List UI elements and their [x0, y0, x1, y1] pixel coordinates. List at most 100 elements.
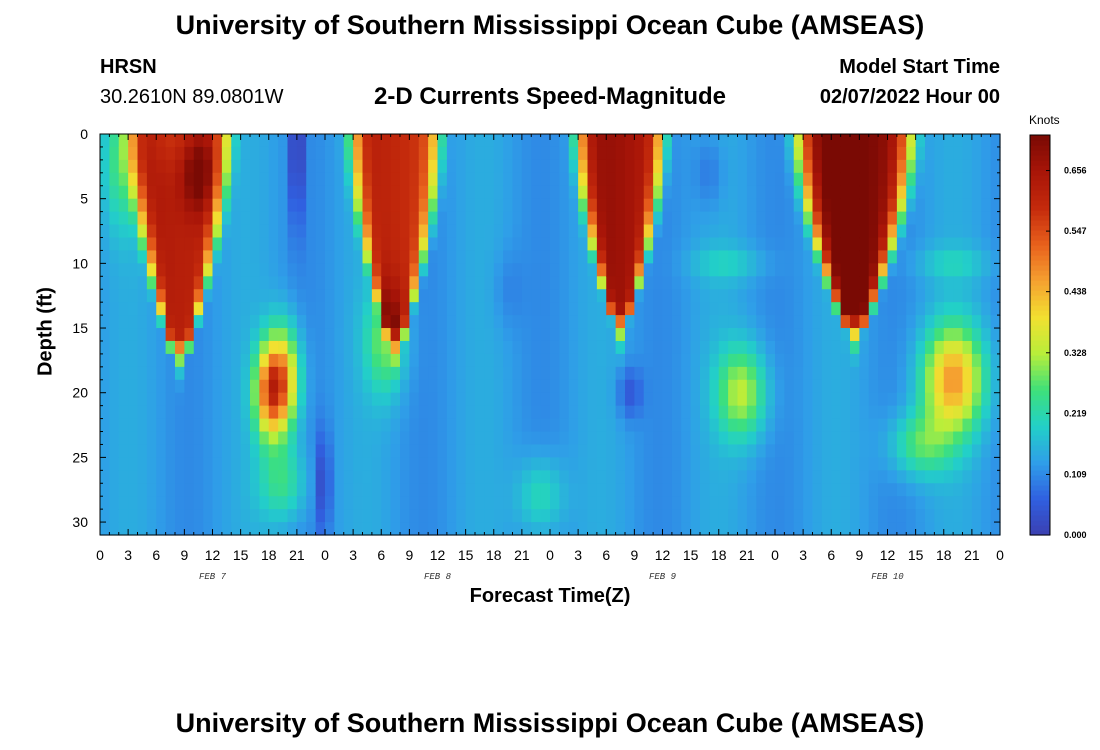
heatmap-cell	[737, 211, 748, 226]
heatmap-cell	[784, 418, 795, 433]
heatmap-cell	[428, 405, 439, 420]
heatmap-cell	[615, 276, 626, 290]
heatmap-cell	[456, 340, 467, 355]
heatmap-cell	[503, 470, 514, 484]
heatmap-cell	[100, 353, 110, 368]
heatmap-cell	[821, 509, 832, 523]
heatmap-cell	[953, 496, 964, 510]
heatmap-cell	[521, 431, 532, 446]
heatmap-cell	[709, 418, 720, 433]
heatmap-cell	[568, 496, 579, 510]
heatmap-cell	[156, 392, 167, 407]
heatmap-cell	[784, 263, 795, 277]
heatmap-cell	[775, 328, 785, 342]
heatmap-cell	[165, 340, 176, 355]
x-axis-ticks: 0 3 6 9 12 15 18 21 0 3 6 9 12 15 18 21 0 3 6 9 12 15 18 21 0 3 6 9…	[96, 134, 1004, 563]
heatmap-cell	[550, 470, 560, 484]
heatmap-cell	[353, 211, 364, 226]
heatmap-cell	[662, 185, 673, 200]
heatmap-cell	[821, 353, 832, 368]
heatmap-cell	[981, 392, 992, 407]
heatmap-cell	[250, 276, 260, 290]
heatmap-cell	[568, 444, 579, 458]
heatmap-cell	[250, 522, 260, 536]
heatmap-cell	[887, 328, 898, 342]
heatmap-cell	[737, 483, 748, 497]
heatmap-cell	[371, 134, 382, 148]
heatmap-cell	[268, 444, 279, 458]
heatmap-cell	[775, 315, 785, 329]
heatmap-cell	[531, 392, 542, 407]
heatmap-cell	[887, 392, 898, 407]
heatmap-cell	[981, 263, 992, 277]
heatmap-cell	[409, 198, 420, 213]
heatmap-cell	[250, 340, 260, 355]
heatmap-cell	[175, 509, 185, 523]
x-tick-label: 9	[855, 547, 863, 563]
heatmap-cell	[578, 134, 589, 148]
heatmap-cell	[906, 496, 917, 510]
heatmap-cell	[625, 237, 635, 252]
heatmap-cell	[653, 159, 664, 174]
heatmap-cell	[334, 146, 345, 161]
heatmap-cell	[756, 198, 767, 213]
heatmap-cell	[184, 470, 195, 484]
heatmap-cell	[578, 289, 589, 303]
heatmap-cell	[325, 353, 335, 368]
heatmap-cell	[578, 392, 589, 407]
x-tick-label: 18	[936, 547, 952, 563]
heatmap-cell	[240, 134, 251, 148]
heatmap-cell	[925, 522, 935, 536]
heatmap-cell	[634, 198, 645, 213]
heatmap-cell	[184, 289, 195, 303]
heatmap-cell	[493, 134, 504, 148]
heatmap-cell	[503, 405, 514, 420]
heatmap-cell	[831, 405, 842, 420]
heatmap-cell	[400, 392, 410, 407]
heatmap-cell	[240, 509, 251, 523]
heatmap-cell	[746, 185, 757, 200]
heatmap-cell	[118, 379, 129, 394]
heatmap-cell	[643, 250, 654, 264]
heatmap-cell	[156, 431, 167, 446]
heatmap-cell	[587, 379, 598, 394]
colorbar-segment	[1030, 365, 1050, 371]
heatmap-cell	[887, 366, 898, 381]
heatmap-cell	[418, 185, 429, 200]
heatmap-cell	[268, 392, 279, 407]
heatmap-cell	[146, 418, 157, 433]
heatmap-cell	[934, 496, 945, 510]
heatmap-cell	[709, 315, 720, 329]
heatmap-cell	[568, 483, 579, 497]
heatmap-cell	[456, 263, 467, 277]
heatmap-cell	[175, 353, 185, 368]
heatmap-cell	[643, 496, 654, 510]
heatmap-cell	[334, 431, 345, 446]
heatmap-cell	[231, 379, 242, 394]
heatmap-cell	[812, 483, 823, 497]
heatmap-cell	[540, 276, 551, 290]
heatmap-cell	[109, 392, 120, 407]
heatmap-cell	[906, 457, 917, 471]
heatmap-cell	[803, 392, 814, 407]
heatmap-cell	[371, 146, 382, 161]
heatmap-cell	[887, 302, 898, 316]
heatmap-cell	[568, 392, 579, 407]
heatmap-cell	[653, 328, 664, 342]
heatmap-cell	[690, 289, 701, 303]
heatmap-cell	[146, 185, 157, 200]
heatmap-cell	[671, 340, 682, 355]
heatmap-cell	[334, 185, 345, 200]
x-tick-label: 6	[152, 547, 160, 563]
heatmap-cell	[709, 185, 720, 200]
heatmap-cell	[240, 444, 251, 458]
heatmap-cell	[840, 211, 851, 226]
heatmap-cell	[765, 198, 776, 213]
heatmap-cell	[990, 328, 1001, 342]
heatmap-cell	[953, 289, 964, 303]
heatmap-cell	[156, 496, 167, 510]
heatmap-cell	[803, 315, 814, 329]
heatmap-cell	[118, 315, 129, 329]
heatmap-cell	[690, 522, 701, 536]
heatmap-cell	[559, 470, 570, 484]
